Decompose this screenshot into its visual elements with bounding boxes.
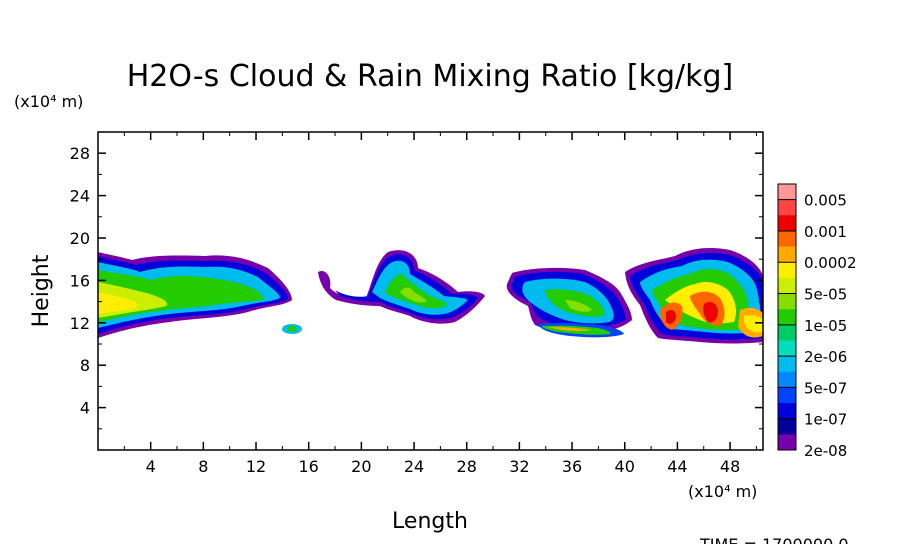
colorbar-label: 5e-05 — [804, 286, 847, 304]
colorbar-swatch — [778, 230, 796, 248]
colorbar-label: 2e-08 — [804, 442, 847, 460]
colorbar-swatch — [778, 184, 796, 201]
colorbar-swatch — [778, 262, 796, 279]
x-axis-label: Length — [392, 509, 468, 534]
colorbar-label: 0.001 — [804, 223, 847, 241]
colorbar-swatch — [778, 371, 796, 388]
cloud-right — [625, 248, 763, 344]
cloud-left — [98, 252, 292, 338]
x-tick-label: 36 — [562, 457, 582, 476]
x-unit-label: (x10⁴ m) — [688, 482, 757, 501]
y-tick-label: 16 — [70, 271, 90, 290]
x-tick-label: 4 — [146, 457, 156, 476]
x-tick-label: 44 — [667, 457, 687, 476]
colorbar-swatch — [778, 418, 796, 435]
x-tick-label: 12 — [246, 457, 266, 476]
colorbar-swatch — [778, 309, 796, 326]
colorbar-swatch — [778, 215, 796, 232]
x-tick-label: 20 — [351, 457, 371, 476]
y-axis-label: Height — [29, 254, 54, 327]
y-ticks: 4 8 12 16 20 24 28 — [70, 144, 763, 430]
y-tick-label: 4 — [80, 399, 90, 418]
time-label: TIME = 1700000.0 — [699, 535, 849, 544]
x-tick-label: 48 — [720, 457, 740, 476]
colorbar-swatch — [778, 340, 796, 357]
cloud-mid — [318, 250, 485, 324]
plot-area — [98, 248, 763, 344]
colorbar-swatch — [778, 277, 796, 295]
colorbar-swatch — [778, 324, 796, 341]
y-tick-label: 28 — [70, 144, 90, 163]
cloud-small — [282, 324, 302, 334]
colorbar-swatch — [778, 293, 796, 310]
x-tick-label: 28 — [457, 457, 477, 476]
x-tick-label: 8 — [198, 457, 208, 476]
colorbar-swatch — [778, 199, 796, 216]
colorbar-label: 0.0002 — [804, 254, 857, 272]
chart-title: H2O-s Cloud & Rain Mixing Ratio [kg/kg] — [127, 59, 734, 94]
colorbar-label: 1e-07 — [804, 411, 847, 429]
y-tick-label: 12 — [70, 314, 90, 333]
x-tick-label: 32 — [509, 457, 529, 476]
colorbar-label: 5e-07 — [804, 379, 847, 397]
x-tick-label: 16 — [299, 457, 319, 476]
colorbar-swatch — [778, 403, 796, 420]
x-ticks: 4 8 12 16 20 24 28 32 36 40 44 48 — [123, 132, 757, 476]
colorbar-swatch — [778, 356, 796, 373]
x-tick-label: 24 — [404, 457, 424, 476]
colorbar-swatch — [778, 246, 796, 263]
cloud-right-mid — [506, 267, 632, 338]
colorbar: 0.005 0.001 0.0002 5e-05 1e-05 2e-06 5e-07 1e-0… — [777, 183, 857, 460]
y-tick-label: 24 — [70, 187, 90, 206]
y-tick-label: 8 — [80, 356, 90, 375]
plot-frame — [97, 131, 764, 451]
colorbar-label: 2e-06 — [804, 348, 847, 366]
y-tick-label: 20 — [70, 229, 90, 248]
colorbar-label: 1e-05 — [804, 317, 847, 335]
y-unit-label: (x10⁴ m) — [14, 92, 83, 111]
colorbar-swatch — [778, 434, 796, 451]
x-tick-label: 40 — [615, 457, 635, 476]
colorbar-swatch — [778, 387, 796, 404]
colorbar-label: 0.005 — [804, 192, 847, 210]
